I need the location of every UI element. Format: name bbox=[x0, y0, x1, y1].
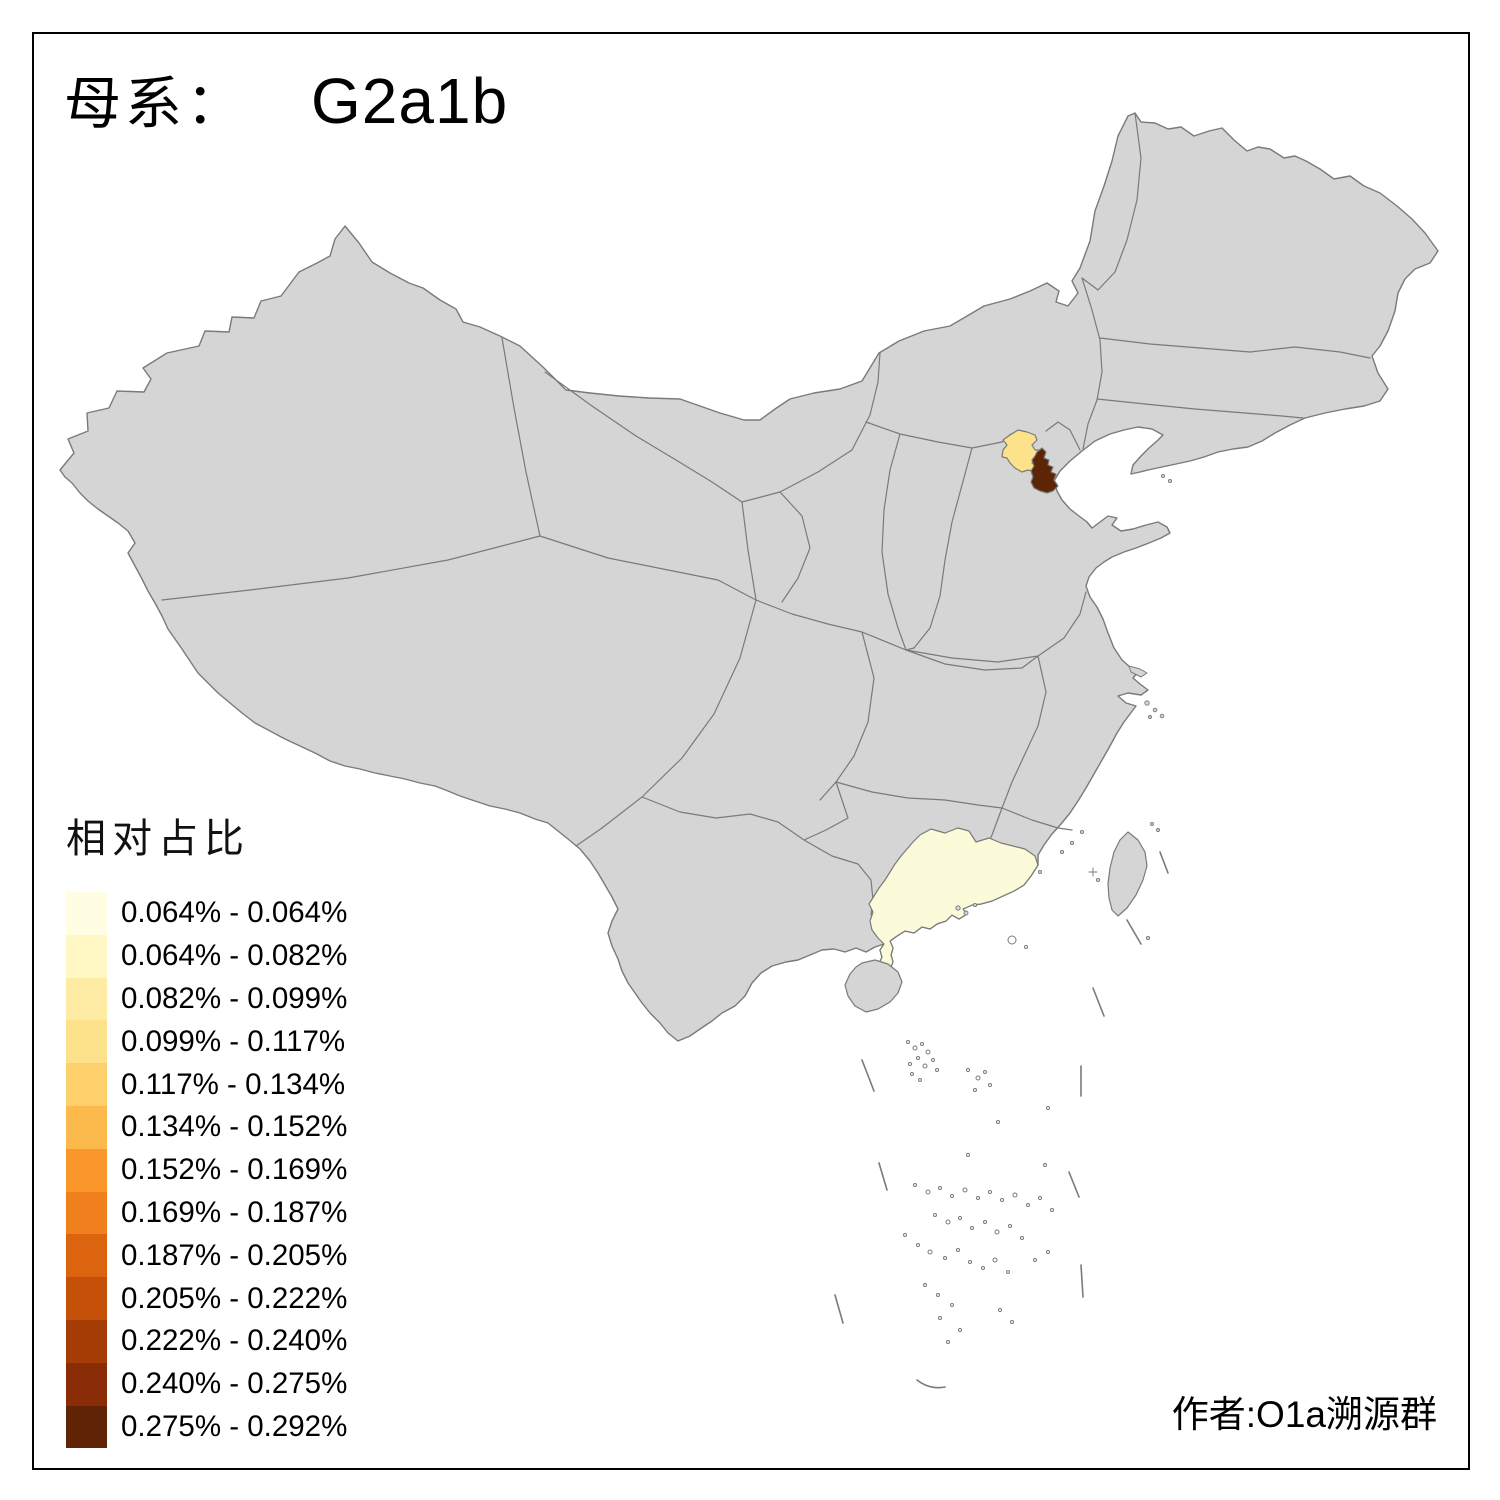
legend-range-label: 0.099% - 0.117% bbox=[121, 1024, 346, 1058]
legend-swatch bbox=[66, 1319, 107, 1363]
region-tianjin bbox=[1030, 447, 1059, 494]
legend-range-label: 0.169% - 0.187% bbox=[121, 1195, 348, 1229]
title-haplogroup: G2a1b bbox=[311, 65, 509, 137]
legend-swatch bbox=[66, 934, 107, 978]
legend-range-label: 0.240% - 0.275% bbox=[121, 1367, 348, 1401]
legend-swatch bbox=[66, 1234, 107, 1278]
title-prefix: 母系： bbox=[64, 71, 247, 137]
plot-border-frame bbox=[32, 32, 1470, 1470]
legend-swatch bbox=[66, 1405, 107, 1449]
hainan-island bbox=[844, 959, 903, 1013]
legend-item: 0.064% - 0.064% bbox=[66, 892, 347, 935]
nine-dash-line bbox=[834, 851, 1169, 1389]
legend-range-label: 0.205% - 0.222% bbox=[121, 1281, 348, 1315]
legend-item: 0.187% - 0.205% bbox=[66, 1234, 348, 1278]
legend-range-label: 0.275% - 0.292% bbox=[121, 1409, 348, 1443]
map-title: 母系： G2a1b bbox=[64, 58, 508, 140]
legend-range-label: 0.064% - 0.064% bbox=[121, 896, 348, 930]
chongming-island bbox=[1128, 665, 1148, 678]
legend: 相对占比 0.064% - 0.064% 0.064% - 0.082% 0.0… bbox=[66, 806, 348, 1449]
legend-item: 0.117% - 0.134% bbox=[66, 1063, 347, 1106]
region-guangdong bbox=[868, 827, 1039, 997]
legend-swatch bbox=[66, 1105, 107, 1149]
legend-item: 0.240% - 0.275% bbox=[66, 1362, 348, 1406]
legend-range-label: 0.117% - 0.134% bbox=[121, 1067, 346, 1101]
legend-swatch bbox=[66, 1148, 107, 1192]
legend-swatch bbox=[66, 1362, 107, 1406]
legend-rows: 0.064% - 0.064% 0.064% - 0.082% 0.082% -… bbox=[66, 892, 348, 1449]
legend-item: 0.134% - 0.152% bbox=[66, 1105, 348, 1149]
south-china-sea-islets bbox=[903, 935, 1054, 1344]
legend-item: 0.082% - 0.099% bbox=[66, 977, 348, 1021]
legend-range-label: 0.082% - 0.099% bbox=[121, 981, 348, 1015]
legend-swatch bbox=[66, 977, 107, 1021]
legend-range-label: 0.134% - 0.152% bbox=[121, 1110, 348, 1144]
legend-swatch bbox=[66, 1063, 107, 1106]
legend-swatch bbox=[66, 1020, 107, 1064]
legend-item: 0.222% - 0.240% bbox=[66, 1319, 348, 1363]
legend-range-label: 0.187% - 0.205% bbox=[121, 1238, 348, 1272]
legend-item: 0.099% - 0.117% bbox=[66, 1020, 347, 1064]
legend-title: 相对占比 bbox=[66, 816, 250, 862]
legend-range-label: 0.222% - 0.240% bbox=[121, 1324, 348, 1358]
legend-swatch bbox=[66, 892, 107, 935]
legend-item: 0.275% - 0.292% bbox=[66, 1405, 348, 1449]
province-borders bbox=[161, 112, 1371, 916]
legend-item: 0.064% - 0.082% bbox=[66, 934, 348, 978]
legend-swatch bbox=[66, 1191, 107, 1235]
legend-item: 0.152% - 0.169% bbox=[66, 1148, 348, 1192]
legend-swatch bbox=[66, 1277, 107, 1320]
legend-range-label: 0.152% - 0.169% bbox=[121, 1153, 348, 1187]
taiwan-island bbox=[1107, 831, 1148, 917]
legend-item: 0.169% - 0.187% bbox=[66, 1191, 348, 1235]
legend-range-label: 0.064% - 0.082% bbox=[121, 939, 348, 973]
attribution-text: 作者:O1a溯源群 bbox=[1171, 1394, 1437, 1435]
mainland-china-shape bbox=[59, 112, 1439, 1042]
legend-item: 0.205% - 0.222% bbox=[66, 1277, 347, 1320]
coastal-islets bbox=[955, 473, 1173, 941]
